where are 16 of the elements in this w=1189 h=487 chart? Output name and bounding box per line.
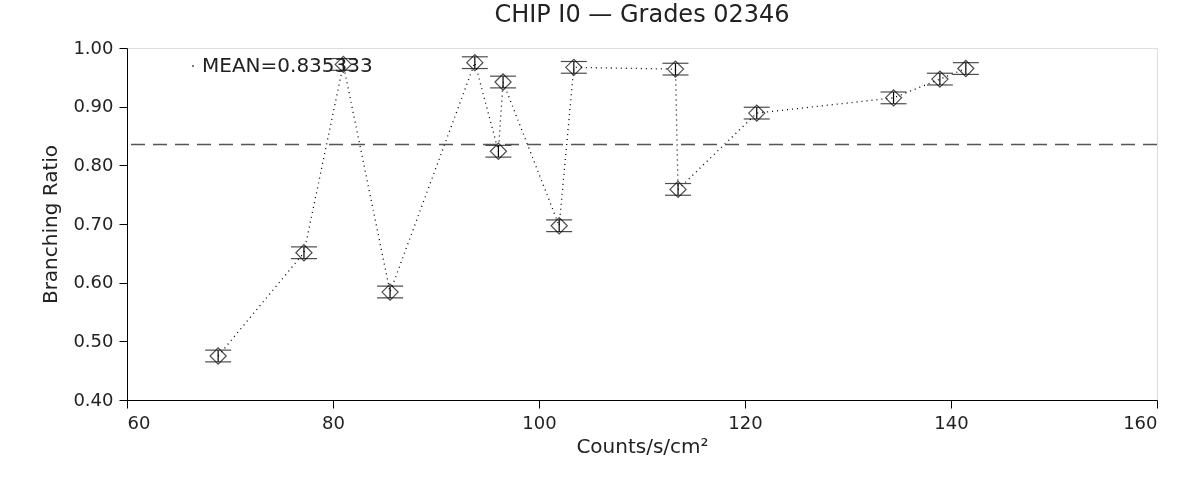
y-tick-label: 0.40	[73, 388, 114, 410]
x-tick-label: 140	[934, 411, 969, 433]
x-axis-title: Counts/s/cm²	[576, 433, 709, 458]
x-tick-label: 120	[728, 411, 763, 433]
x-tick-label: 160	[1123, 411, 1158, 433]
y-tick-label: 0.80	[73, 153, 114, 175]
y-tick-label: 0.70	[73, 212, 114, 234]
y-tick-label: 0.60	[73, 271, 114, 293]
y-tick-label: 1.00	[73, 36, 114, 58]
y-tick-label: 0.50	[73, 329, 114, 351]
x-tick-label: 60	[127, 411, 151, 433]
y-axis-title: Branching Ratio	[38, 144, 63, 305]
x-tick-label: 80	[322, 411, 345, 433]
chart-title: CHIP I0 — Grades 02346	[494, 0, 790, 28]
y-tick-label: 0.90	[73, 95, 114, 117]
x-tick-label: 100	[522, 411, 557, 433]
